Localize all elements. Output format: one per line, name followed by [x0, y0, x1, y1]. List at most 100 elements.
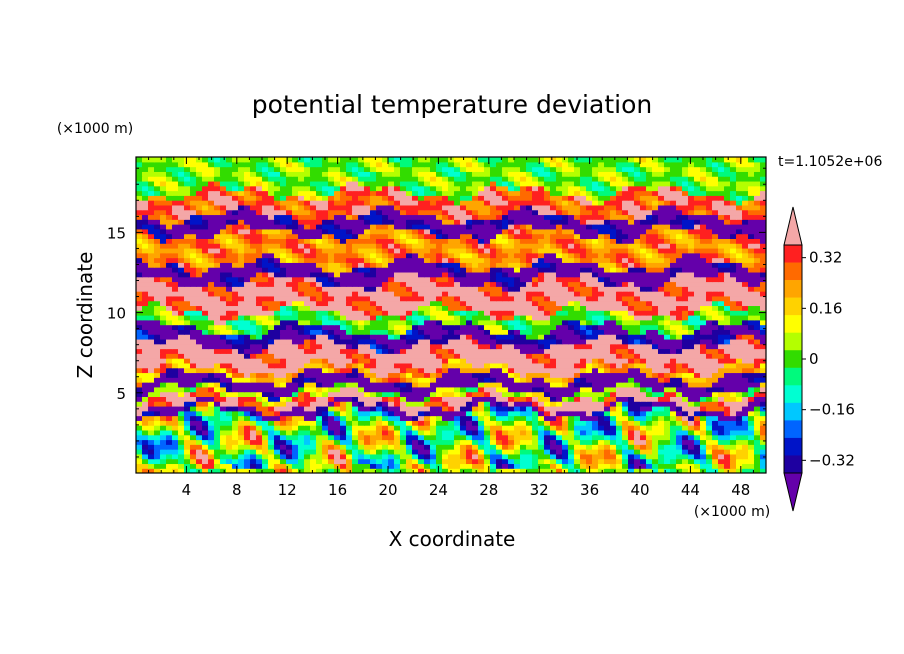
- heatmap-cell: [280, 252, 287, 259]
- heatmap-cell: [298, 310, 305, 316]
- heatmap-cell: [574, 353, 581, 359]
- heatmap-cell: [490, 391, 497, 397]
- heatmap-cell: [646, 267, 653, 273]
- heatmap-cell: [466, 415, 473, 421]
- heatmap-cell: [208, 286, 215, 292]
- heatmap-cell: [760, 468, 766, 473]
- heatmap-cell: [568, 305, 575, 311]
- heatmap-cell: [286, 305, 293, 311]
- heatmap-cell: [556, 434, 563, 441]
- heatmap-cell: [424, 449, 431, 455]
- heatmap-cell: [682, 396, 689, 402]
- heatmap-cell: [346, 444, 353, 450]
- heatmap-cell: [286, 262, 293, 268]
- heatmap-cell: [148, 315, 155, 321]
- heatmap-cell: [718, 252, 725, 259]
- heatmap-cell: [658, 353, 665, 359]
- heatmap-cell: [184, 382, 191, 388]
- heatmap-cell: [340, 434, 347, 441]
- heatmap-cell: [238, 338, 245, 345]
- heatmap-cell: [718, 329, 725, 335]
- heatmap-cell: [400, 315, 407, 321]
- heatmap-cell: [154, 276, 161, 283]
- heatmap-cell: [172, 444, 179, 450]
- heatmap-cell: [574, 291, 581, 297]
- heatmap-cell: [292, 276, 299, 283]
- heatmap-cell: [214, 425, 221, 431]
- heatmap-cell: [358, 434, 365, 441]
- heatmap-cell: [304, 348, 311, 354]
- heatmap-cell: [322, 315, 329, 321]
- heatmap-cell: [712, 343, 719, 350]
- heatmap-cell: [508, 286, 515, 292]
- heatmap-cell: [754, 324, 761, 330]
- heatmap-cell: [718, 348, 725, 354]
- heatmap-cell: [664, 410, 671, 417]
- heatmap-cell: [586, 458, 593, 465]
- heatmap-cell: [388, 405, 395, 412]
- heatmap-cell: [640, 343, 647, 350]
- heatmap-cell: [526, 382, 533, 388]
- heatmap-cell: [754, 439, 761, 445]
- heatmap-cell: [304, 334, 311, 340]
- heatmap-cell: [370, 372, 377, 378]
- heatmap-cell: [676, 295, 683, 302]
- heatmap-cell: [598, 267, 605, 273]
- heatmap-cell: [322, 391, 329, 397]
- heatmap-cell: [430, 305, 437, 311]
- heatmap-cell: [652, 353, 659, 359]
- heatmap-cell: [172, 434, 179, 441]
- heatmap-cell: [232, 252, 239, 259]
- heatmap-cell: [298, 252, 305, 259]
- heatmap-cell: [694, 295, 701, 302]
- heatmap-cell: [670, 247, 677, 254]
- heatmap-cell: [244, 458, 251, 465]
- heatmap-cell: [418, 353, 425, 359]
- heatmap-cell: [574, 343, 581, 350]
- heatmap-cell: [202, 377, 209, 383]
- heatmap-cell: [394, 243, 401, 249]
- heatmap-cell: [208, 329, 215, 335]
- heatmap-cell: [592, 468, 599, 473]
- heatmap-cell: [184, 257, 191, 263]
- heatmap-cell: [226, 463, 233, 469]
- heatmap-cell: [742, 315, 749, 321]
- heatmap-cell: [706, 286, 713, 292]
- heatmap-cell: [604, 425, 611, 431]
- heatmap-cell: [202, 439, 209, 445]
- heatmap-cell: [316, 324, 323, 330]
- heatmap-cell: [298, 410, 305, 417]
- heatmap-cell: [328, 243, 335, 249]
- heatmap-cell: [580, 310, 587, 316]
- heatmap-cell: [346, 434, 353, 441]
- heatmap-cell: [586, 262, 593, 268]
- heatmap-cell: [634, 267, 641, 273]
- heatmap-cell: [634, 329, 641, 335]
- heatmap-cell: [136, 405, 143, 412]
- heatmap-cell: [586, 391, 593, 397]
- heatmap-cell: [694, 310, 701, 316]
- heatmap-cell: [208, 425, 215, 431]
- heatmap-cell: [148, 338, 155, 345]
- heatmap-cell: [622, 319, 629, 326]
- heatmap-cell: [592, 319, 599, 326]
- heatmap-cell: [448, 243, 455, 249]
- heatmap-cell: [250, 295, 257, 302]
- heatmap-cell: [460, 252, 467, 259]
- heatmap-cell: [604, 362, 611, 369]
- heatmap-cell: [646, 420, 653, 426]
- heatmap-cell: [196, 396, 203, 402]
- heatmap-cell: [586, 338, 593, 345]
- heatmap-cell: [652, 372, 659, 378]
- heatmap-cell: [628, 405, 635, 412]
- heatmap-cell: [742, 391, 749, 397]
- heatmap-cell: [472, 353, 479, 359]
- heatmap-cell: [370, 247, 377, 254]
- heatmap-cell: [346, 382, 353, 388]
- heatmap-cell: [496, 300, 503, 307]
- heatmap-cell: [226, 382, 233, 388]
- heatmap-cell: [202, 358, 209, 364]
- heatmap-cell: [724, 267, 731, 273]
- heatmap-cell: [466, 291, 473, 297]
- heatmap-cell: [388, 425, 395, 431]
